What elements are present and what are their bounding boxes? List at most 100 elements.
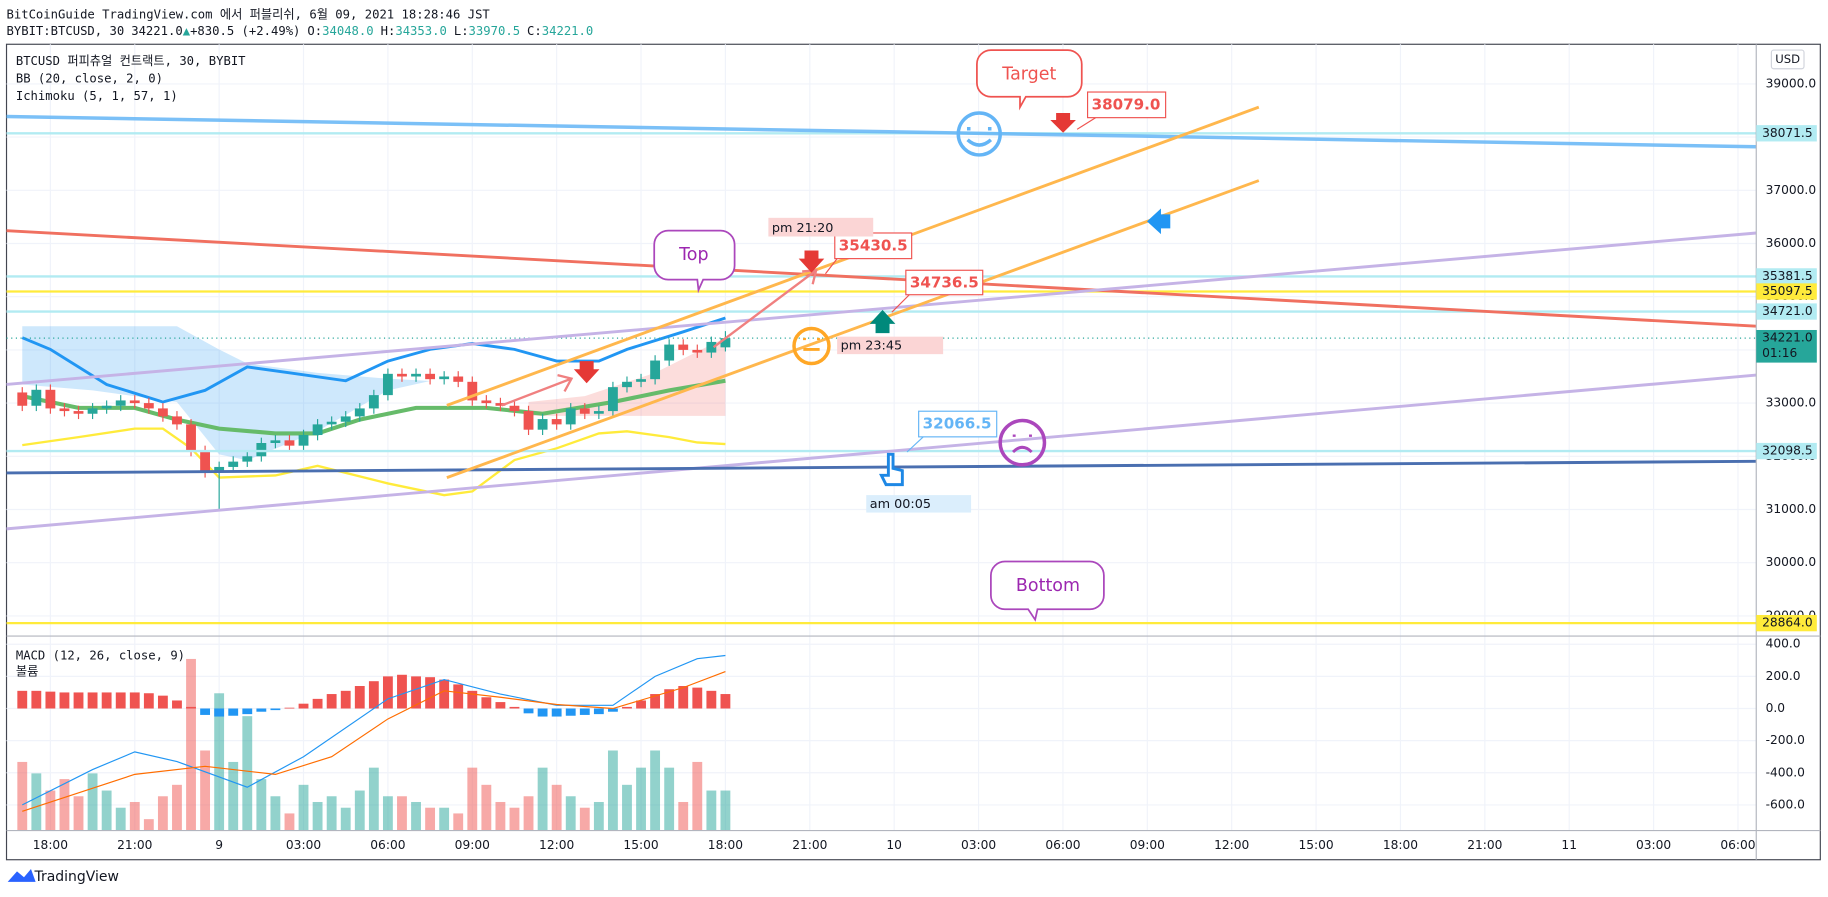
x-tick-label: 06:00 — [1045, 838, 1080, 852]
indicator-line — [22, 654, 726, 806]
sad-face — [1011, 434, 1033, 454]
legend: MACD (12, 26, close, 9) — [16, 648, 185, 662]
volume-bar — [101, 790, 112, 831]
macd-histogram-bar — [354, 686, 365, 709]
axes: USD 18:00 21:00 9 03:00 06:00 09:00 12:00 15:00… — [6, 44, 1821, 860]
candle-body — [143, 403, 154, 409]
candle-body — [382, 373, 393, 396]
volume-bar — [425, 807, 436, 831]
neutral-face — [803, 337, 820, 351]
c-label: C: — [527, 24, 542, 38]
callout-box — [653, 229, 736, 294]
candle-body — [636, 379, 646, 382]
volume-bar — [664, 767, 675, 831]
candle-body — [354, 408, 365, 417]
candle-body — [45, 389, 56, 409]
volume-bar — [87, 773, 98, 831]
volume-bar — [200, 750, 211, 831]
candle-body — [551, 419, 562, 425]
trendline — [6, 373, 1757, 531]
candle-body — [593, 411, 604, 414]
candle-body — [509, 405, 520, 412]
y-tick-label: 33000.0 — [1766, 396, 1817, 410]
candle-body — [31, 389, 42, 406]
macd-histogram-bar — [411, 676, 421, 709]
volume-bar — [17, 761, 28, 831]
candle-body — [298, 435, 309, 446]
time-tag: pm 23:45 — [841, 338, 903, 353]
macd-histogram-bar — [298, 703, 309, 709]
time-tag-box — [837, 336, 944, 355]
macd-histogram-bar — [509, 706, 520, 709]
candle-body — [340, 416, 351, 422]
macd-histogram-bar — [256, 708, 267, 712]
y-tick-label: 37000.0 — [1766, 183, 1817, 197]
macd-histogram-bar — [495, 702, 506, 709]
footer: TradingView — [33, 869, 118, 885]
volume-bar — [481, 784, 492, 831]
callout-text: Top — [678, 245, 708, 265]
symbol: BYBIT:BTCUSD, 30 — [7, 24, 125, 38]
unit-button[interactable] — [1770, 49, 1805, 70]
price-label: 34721.0 — [1762, 304, 1813, 318]
candle-body — [523, 411, 534, 430]
volume-bar — [537, 767, 548, 831]
unit[interactable]: USD — [1775, 52, 1800, 66]
price-tag-box — [1086, 91, 1167, 119]
volume-bar — [509, 807, 520, 831]
tag-leader — [1076, 117, 1097, 130]
candle-body — [73, 411, 84, 414]
candle-body — [579, 408, 590, 414]
macd-histogram-bar — [579, 708, 590, 715]
candle-body — [228, 461, 239, 467]
hand-icon — [879, 452, 904, 487]
macd-histogram-bar — [115, 692, 126, 709]
time-tag: pm 21:20 — [772, 221, 834, 236]
macd-histogram-bar — [593, 708, 604, 715]
macd-histogram-bar — [270, 708, 281, 711]
x-tick-label: 11 — [1561, 838, 1577, 852]
volume-bar — [186, 658, 196, 831]
x-tick-label: 06:00 — [370, 838, 405, 852]
tag-leader — [891, 294, 910, 313]
macd-histogram-bar — [157, 695, 168, 709]
logo-icon — [7, 869, 36, 882]
candle-body — [397, 373, 407, 377]
trendline — [6, 229, 1757, 328]
volume-bar — [143, 819, 154, 831]
candle-body — [312, 424, 323, 436]
macd-histogram-bar — [439, 679, 450, 709]
macd-histogram-bar — [607, 708, 618, 712]
candle-body — [650, 360, 661, 380]
indicator-line — [21, 316, 726, 404]
volume-bar — [650, 750, 661, 831]
candle-body — [200, 450, 211, 473]
price-tag-box — [905, 269, 984, 296]
macd-histogram-bar — [101, 692, 112, 709]
candle-body — [115, 400, 126, 406]
macd-histogram-bar — [326, 694, 337, 709]
price-label-box — [1756, 268, 1817, 285]
x-tick-label: 21:00 — [1467, 838, 1502, 852]
l-value: 33970.5 — [469, 24, 520, 38]
candle-body — [284, 440, 295, 446]
volume-bar — [256, 779, 267, 831]
candle-body — [411, 373, 421, 377]
macd-histogram-bar — [692, 687, 703, 709]
x-tick-label: 18:00 — [708, 838, 743, 852]
candle-body — [87, 408, 98, 414]
volume-bar — [565, 796, 576, 831]
down-arrow — [798, 250, 825, 273]
candle-body — [129, 400, 140, 404]
x-tick-label: 12:00 — [539, 838, 574, 852]
macd-histogram-bar — [720, 694, 731, 709]
y-tick-label: 400.0 — [1766, 637, 1801, 651]
volume-bar — [312, 801, 323, 831]
ichimoku-cloud — [528, 337, 726, 416]
macd-histogram-bar — [129, 692, 140, 709]
legend: BB (20, close, 2, 0) — [16, 72, 163, 86]
o-label: O: — [307, 24, 322, 38]
arrow-line — [712, 268, 818, 349]
